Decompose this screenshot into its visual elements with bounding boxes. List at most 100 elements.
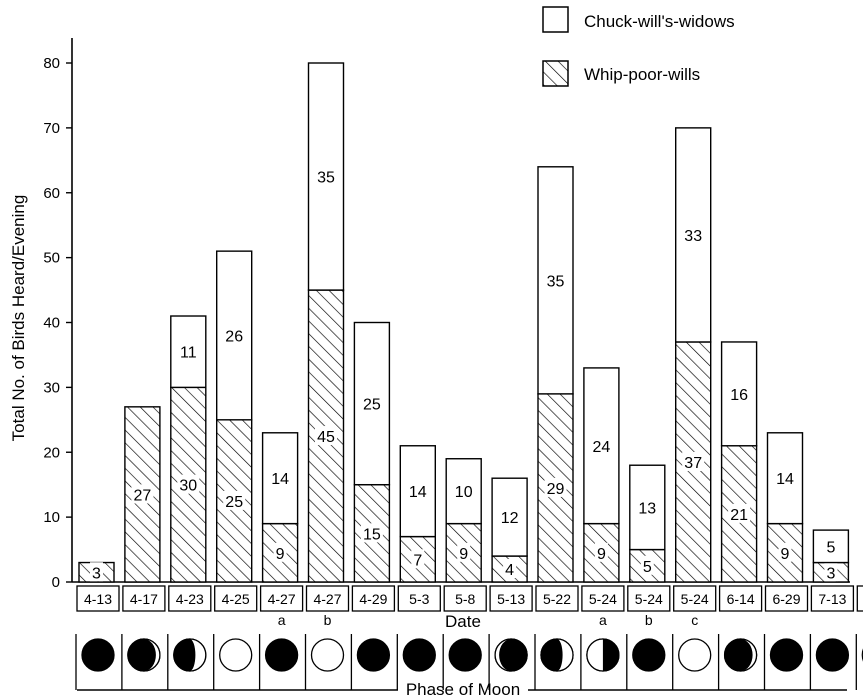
bar-label-bg-whip-10 — [544, 477, 567, 497]
bar-label-bg-whip-12 — [640, 555, 654, 575]
moon-4-disc — [264, 638, 299, 672]
moon-1-outline — [127, 638, 161, 672]
date-box-17 — [856, 585, 863, 612]
moon-10-outline — [540, 638, 574, 672]
bar-label-bg-whip-6 — [360, 523, 383, 543]
moon-11-outline — [586, 638, 620, 672]
y-tick-label-60: 60 — [43, 185, 60, 202]
bar-chuck-wills-widows-10 — [537, 166, 574, 395]
bar-chuck-wills-widows-15 — [766, 432, 804, 525]
bar-label-bg-whip-4 — [273, 542, 287, 562]
date-label-5: 4-27 — [313, 591, 341, 607]
moon-7-disc — [402, 638, 436, 672]
date-box-8 — [443, 585, 487, 612]
legend-swatch-whip-poor-wills — [542, 60, 569, 87]
y-tick-label-0: 0 — [52, 574, 60, 591]
bar-chuck-wills-widows-8 — [445, 458, 482, 525]
bar-label-bg-whip-15 — [778, 542, 792, 562]
date-box-3 — [214, 585, 258, 612]
bar-label-whip-poor-wills-16: 3 — [826, 565, 835, 582]
bar-label-chuck-wills-widows-15: 14 — [776, 471, 794, 488]
date-box-12 — [627, 585, 671, 612]
bar-group-10: 29 35 — [537, 166, 574, 583]
bar-chuck-wills-widows-12 — [629, 464, 666, 551]
moon-14-outline — [723, 638, 758, 672]
moon-12-disc — [632, 638, 666, 672]
date-label-9: 5-13 — [497, 591, 525, 607]
y-axis-title: Total No. of Birds Heard/Evening — [9, 195, 28, 442]
bar-label-chuck-wills-widows-13: 33 — [684, 228, 702, 245]
date-box-16 — [810, 585, 855, 612]
bar-label-chuck-wills-widows-9: 12 — [501, 510, 519, 527]
y-tick-label-70: 70 — [43, 120, 60, 137]
bar-label-whip-poor-wills-11: 9 — [597, 546, 606, 563]
legend-swatch-chuck-wills-widows — [542, 6, 569, 33]
date-box-10 — [535, 585, 579, 612]
moon-8-disc — [448, 638, 482, 672]
moon-15-disc — [769, 638, 804, 672]
date-box-9 — [489, 585, 533, 612]
bar-chuck-wills-widows-13 — [675, 127, 712, 343]
moon-phase-row — [75, 634, 863, 690]
bar-chuck-wills-widows-6 — [353, 321, 391, 486]
bar-label-whip-poor-wills-1: 27 — [134, 487, 152, 504]
moon-9-lit — [495, 639, 512, 671]
bar-label-chuck-wills-widows-14: 16 — [730, 387, 748, 404]
bar-chuck-wills-widows-7 — [399, 445, 436, 538]
bar-group-13: 37 33 — [675, 127, 712, 583]
date-suffix-13: c — [691, 612, 698, 628]
moon-0-disc — [81, 638, 115, 672]
bar-group-4: 9 14 — [261, 432, 299, 583]
bar-label-whip-poor-wills-8: 9 — [459, 546, 468, 563]
moon-16-disc — [815, 638, 850, 672]
bar-group-12: 5 13 — [629, 464, 666, 583]
legend: Chuck-will's-widows Whip-poor-wills — [542, 6, 735, 87]
date-box-2 — [168, 585, 212, 612]
bars: 3273011252691445351525714910412293592451… — [78, 62, 850, 583]
bar-chuck-wills-widows-5 — [307, 62, 345, 291]
date-box-6 — [351, 585, 396, 612]
bar-group-14: 21 16 — [720, 341, 758, 583]
bar-label-whip-poor-wills-9: 4 — [505, 562, 514, 579]
date-box-1 — [122, 585, 166, 612]
bar-label-chuck-wills-widows-16: 5 — [826, 539, 835, 556]
y-tick-label-80: 80 — [43, 55, 60, 72]
moon-2-lit — [189, 639, 206, 671]
moon-10-lit — [557, 639, 573, 671]
date-label-3: 4-25 — [222, 591, 250, 607]
bar-chuck-wills-widows-11 — [583, 367, 620, 525]
date-box-15 — [764, 585, 809, 612]
bar-label-bg-whip-7 — [411, 549, 425, 569]
bar-label-whip-poor-wills-3: 25 — [225, 494, 243, 511]
date-label-15: 6-29 — [772, 591, 800, 607]
bar-label-bg-whip-3 — [223, 490, 246, 510]
moon-3-disc — [219, 638, 253, 672]
bar-group-8: 9 10 — [445, 458, 482, 583]
bar-label-bg-whip-14 — [728, 503, 751, 523]
bar-label-chuck-wills-widows-12: 13 — [638, 500, 656, 517]
bar-group-3: 25 26 — [215, 250, 253, 583]
bar-group-16: 35 — [812, 529, 850, 583]
date-suffix-11: a — [599, 612, 607, 628]
date-label-16: 7-13 — [818, 591, 846, 607]
bar-label-whip-poor-wills-13: 37 — [684, 455, 702, 472]
bar-label-chuck-wills-widows-5: 35 — [317, 170, 335, 187]
date-label-13: 5-24 — [681, 591, 709, 607]
bar-chuck-wills-widows-3 — [215, 250, 253, 421]
bar-chuck-wills-widows-16 — [812, 529, 850, 564]
bar-chuck-wills-widows-4 — [261, 432, 299, 525]
date-suffix-5: b — [324, 612, 332, 628]
y-tick-label-40: 40 — [43, 315, 60, 332]
date-box-11 — [581, 585, 625, 612]
y-tick-label-20: 20 — [43, 444, 60, 461]
bar-label-chuck-wills-widows-3: 26 — [225, 328, 243, 345]
date-box-0 — [76, 585, 120, 612]
date-box-14 — [718, 585, 763, 612]
bar-chuck-wills-widows-2 — [170, 315, 207, 389]
date-label-7: 5-3 — [409, 591, 429, 607]
moon-1-lit — [143, 639, 160, 671]
y-tick-label-30: 30 — [43, 379, 60, 396]
date-row: 4-13 4-17 4-23 4-25 4-27 a 4-27 b 4-29 5-3 5-8 5-13… — [76, 585, 863, 628]
bar-group-9: 4 12 — [491, 477, 528, 583]
